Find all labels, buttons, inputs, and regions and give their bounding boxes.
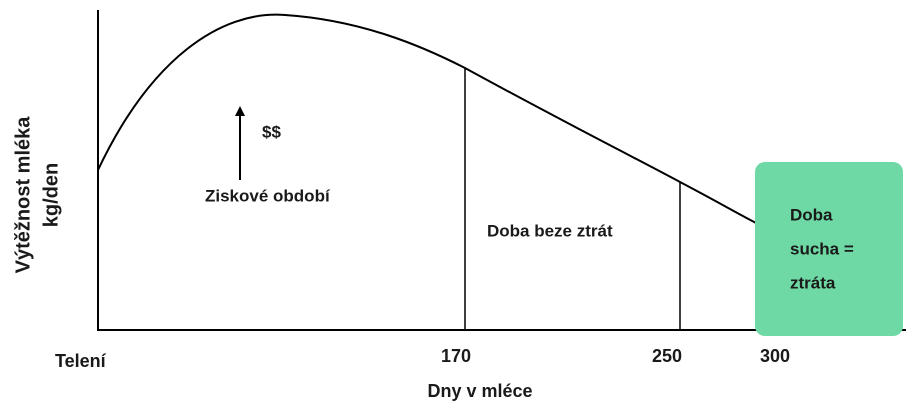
x-label: 300 bbox=[760, 346, 790, 366]
arrow-head bbox=[235, 106, 245, 116]
dry-label-line: sucha = bbox=[790, 239, 854, 258]
dry-period-box bbox=[755, 162, 903, 336]
dry-label-line: ztráta bbox=[790, 273, 836, 292]
x-axis-label: Dny v mléce bbox=[427, 381, 532, 401]
y-axis-label: kg/den bbox=[40, 163, 62, 227]
arrow-label: $$ bbox=[262, 122, 281, 141]
profit-label: Ziskové období bbox=[205, 186, 331, 205]
x-label: 250 bbox=[652, 346, 682, 366]
x-label: 170 bbox=[441, 346, 471, 366]
lactation-curve bbox=[97, 13, 761, 226]
x-label: Telení bbox=[55, 351, 107, 371]
y-axis-label: Výtěžnost mléka bbox=[12, 116, 34, 274]
breakeven-label: Doba beze ztrát bbox=[487, 221, 613, 240]
dry-label-line: Doba bbox=[790, 205, 833, 224]
